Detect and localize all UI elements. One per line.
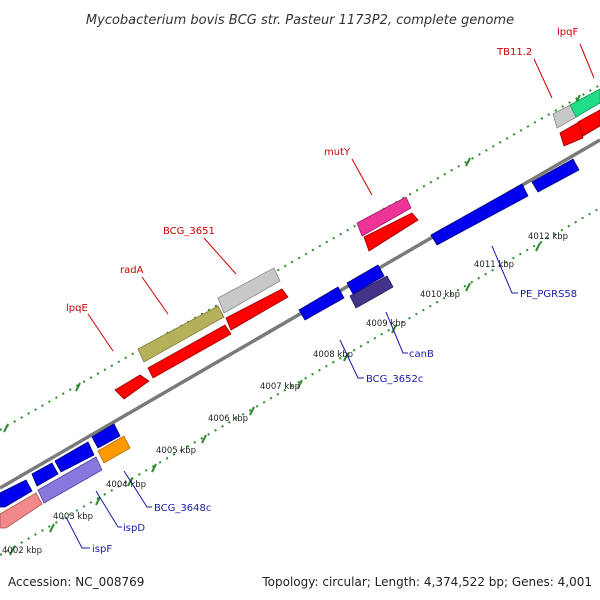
tick-label: 4005 kbp (156, 446, 196, 456)
reverse-labels: ispF ispD BCG_3648c BCG_3652c canB PE_PG… (92, 289, 577, 555)
outer-ruler (0, 84, 600, 431)
gene-ispd[interactable] (37, 456, 103, 504)
gene-lpqf-forward[interactable] (559, 121, 584, 147)
gene-canb-rev[interactable] (346, 264, 385, 295)
gene-muty[interactable] (356, 196, 412, 237)
tick-label: 4004 kbp (106, 480, 146, 490)
gene-rev-2[interactable] (31, 462, 59, 487)
tick-label: 4011 kbp (474, 260, 514, 270)
gene-rev-5[interactable] (531, 158, 580, 193)
gene-rev-4[interactable] (91, 423, 121, 449)
gene-bcg3652c[interactable] (298, 286, 345, 321)
forward-leaders (87, 43, 595, 352)
tick-label: 4009 kbp (366, 319, 406, 329)
gene-rev-3[interactable] (54, 441, 95, 473)
inner-ruler-ticks (9, 242, 541, 556)
gene-lpqf[interactable] (569, 88, 600, 118)
tick-label: 4012 kbp (528, 232, 568, 242)
forward-labels: lpqE radA BCG_3651 mutY TB11.2 lpqF (66, 27, 578, 314)
gene-ispf[interactable] (0, 492, 43, 529)
gene-bcg3651[interactable] (217, 267, 281, 314)
tick-label: 4007 kbp (260, 382, 300, 392)
gene-canb[interactable] (349, 275, 394, 309)
gene-label-lpqe[interactable]: lpqE (66, 303, 88, 314)
gene-label-pe-pgrs58[interactable]: PE_PGRS58 (520, 289, 577, 300)
gene-pe-pgrs58[interactable] (430, 183, 529, 246)
gene-label-muty[interactable]: mutY (324, 147, 351, 158)
gene-bcg3648c[interactable] (97, 435, 131, 464)
tick-label: 4010 kbp (420, 290, 460, 300)
tick-label: 4003 kbp (53, 512, 93, 522)
gene-label-canb[interactable]: canB (409, 349, 434, 360)
reverse-leaders (65, 245, 518, 549)
gene-bcg3651-forward[interactable] (225, 288, 289, 331)
gene-lpqe[interactable] (114, 374, 150, 400)
map-title: Mycobacterium bovis BCG str. Pasteur 117… (86, 13, 514, 28)
genome-summary-text: Topology: circular; Length: 4,374,522 bp… (261, 575, 592, 589)
reverse-strand (0, 158, 580, 529)
forward-strand (114, 88, 600, 400)
gene-label-ispf[interactable]: ispF (92, 544, 112, 555)
tick-label: 4006 kbp (208, 414, 248, 424)
gene-label-bcg3652c[interactable]: BCG_3652c (366, 374, 423, 385)
gene-label-tb11-2[interactable]: TB11.2 (496, 47, 532, 58)
gene-forward-edge[interactable] (577, 109, 600, 137)
accession-text: Accession: NC_008769 (8, 575, 144, 589)
gene-label-ispd[interactable]: ispD (123, 523, 145, 534)
tick-label: 4002 kbp (2, 546, 42, 556)
gene-label-bcg3651[interactable]: BCG_3651 (163, 226, 215, 237)
gene-label-lpqf[interactable]: lpqF (557, 27, 578, 38)
tick-label: 4008 kbp (313, 350, 353, 360)
tick-labels: 4002 kbp 4003 kbp 4004 kbp 4005 kbp 4006… (2, 232, 568, 556)
gene-raya-forward[interactable] (147, 324, 232, 379)
gene-label-rada[interactable]: radA (120, 265, 144, 276)
gene-raya[interactable] (137, 305, 225, 363)
gene-label-bcg3648c[interactable]: BCG_3648c (154, 503, 211, 514)
gene-rev-edge-1[interactable] (0, 479, 33, 508)
gene-muty-forward[interactable] (363, 212, 419, 252)
